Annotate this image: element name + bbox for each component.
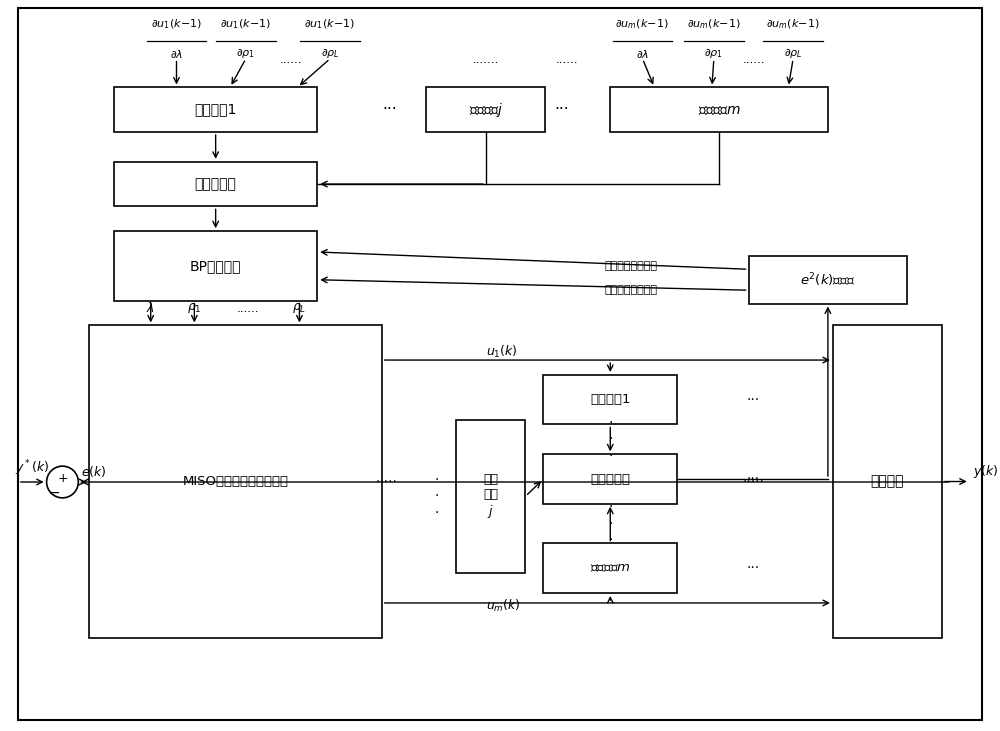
Text: $u_m(k)$: $u_m(k)$	[486, 598, 521, 614]
Text: $\partial\lambda$: $\partial\lambda$	[170, 48, 183, 60]
Text: ···: ···	[747, 561, 760, 575]
Text: ......: ......	[742, 53, 765, 66]
Text: ·····: ·····	[743, 475, 764, 489]
Text: $\partial u_1(k\!-\!1)$: $\partial u_1(k\!-\!1)$	[304, 17, 356, 31]
Text: $e^{2}(k)$最小化: $e^{2}(k)$最小化	[800, 271, 855, 289]
Text: 更新隐含层权系数: 更新隐含层权系数	[605, 262, 658, 271]
Text: ·····: ·····	[376, 475, 398, 489]
Text: ·
·
·: · · ·	[434, 473, 438, 520]
Text: ......: ......	[556, 53, 578, 66]
Text: MISO偏格式无模型控制器: MISO偏格式无模型控制器	[182, 475, 288, 488]
Text: $\partial\rho_1$: $\partial\rho_1$	[704, 48, 723, 60]
Text: ......: ......	[237, 302, 259, 315]
Bar	[543, 375, 677, 425]
Text: $y^*(k)$: $y^*(k)$	[15, 458, 49, 478]
Text: 更新输出层权系数: 更新输出层权系数	[605, 285, 658, 295]
Text: ···: ···	[747, 472, 760, 486]
Text: ·
·
·: · · ·	[608, 416, 612, 463]
Text: 梯度信息$m$: 梯度信息$m$	[590, 561, 631, 575]
Text: 梯度
信息
$j$: 梯度 信息 $j$	[483, 473, 498, 520]
Bar	[610, 88, 828, 132]
Text: $\rho_1$: $\rho_1$	[187, 301, 202, 316]
Text: $\partial u_m(k\!-\!1)$: $\partial u_m(k\!-\!1)$	[687, 17, 741, 31]
Bar	[114, 88, 317, 132]
Text: ···: ···	[382, 102, 397, 117]
Text: $\partial u_1(k\!-\!1)$: $\partial u_1(k\!-\!1)$	[151, 17, 202, 31]
Text: ·
·
·: · · ·	[608, 501, 612, 547]
Text: 被控对象: 被控对象	[871, 474, 904, 488]
Bar	[456, 420, 525, 573]
Text: $\partial u_m(k\!-\!1)$: $\partial u_m(k\!-\!1)$	[615, 17, 670, 31]
Bar	[89, 325, 382, 637]
Text: $y(k)$: $y(k)$	[973, 463, 998, 480]
Text: ···: ···	[747, 393, 760, 406]
Text: 偏导信息集: 偏导信息集	[195, 177, 237, 191]
Bar	[114, 231, 317, 300]
Text: $\partial\rho_L$: $\partial\rho_L$	[321, 48, 340, 60]
Text: 梯度信息集: 梯度信息集	[590, 472, 630, 485]
Text: 偏导信息1: 偏导信息1	[194, 102, 237, 117]
Text: $u_1(k)$: $u_1(k)$	[486, 344, 518, 360]
Text: $\rho_L$: $\rho_L$	[292, 301, 307, 316]
Text: 偏导信息$j$: 偏导信息$j$	[469, 101, 503, 118]
Text: 偏导信息$m$: 偏导信息$m$	[698, 102, 740, 117]
Text: $e(k)$: $e(k)$	[81, 463, 107, 479]
Text: .......: .......	[473, 53, 499, 66]
Bar	[543, 543, 677, 593]
Bar	[833, 325, 942, 637]
Text: $\partial u_m(k\!-\!1)$: $\partial u_m(k\!-\!1)$	[766, 17, 820, 31]
Text: $\partial\rho_1$: $\partial\rho_1$	[236, 48, 255, 60]
Text: ......: ......	[279, 53, 302, 66]
Text: $\partial u_1(k\!-\!1)$: $\partial u_1(k\!-\!1)$	[220, 17, 272, 31]
Text: $\lambda$: $\lambda$	[146, 301, 155, 316]
Text: BP神经网络: BP神经网络	[190, 259, 241, 273]
Text: ···: ···	[555, 102, 569, 117]
Text: 梯度信息1: 梯度信息1	[590, 393, 631, 406]
Bar	[426, 88, 545, 132]
Bar	[543, 454, 677, 504]
Text: $\partial\lambda$: $\partial\lambda$	[636, 48, 649, 60]
Text: −: −	[49, 486, 60, 500]
Bar	[749, 256, 907, 303]
Bar	[114, 162, 317, 206]
Text: +: +	[57, 471, 68, 485]
Text: $\partial\rho_L$: $\partial\rho_L$	[784, 48, 803, 60]
